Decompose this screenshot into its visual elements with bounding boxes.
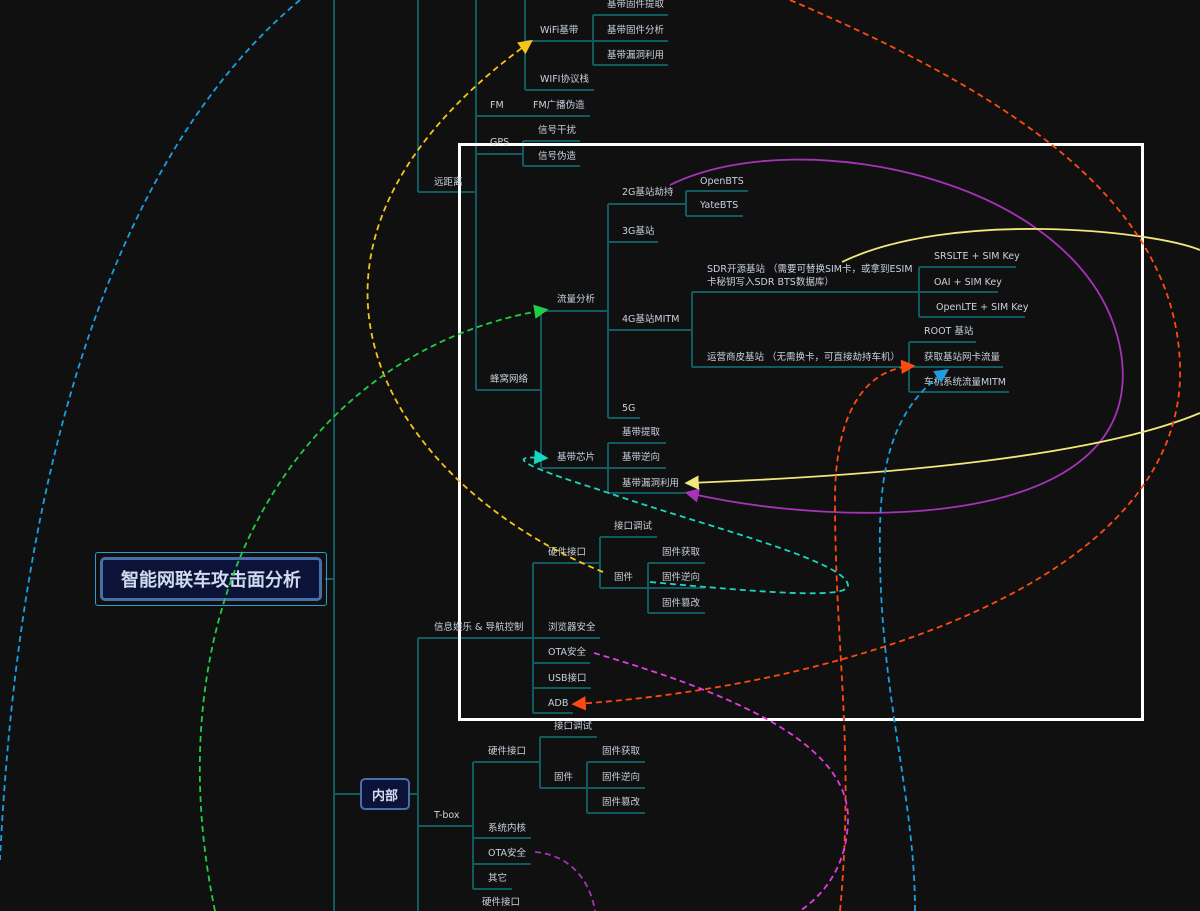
node-baseband-child[interactable]: 基带提取 [622,427,661,438]
node-tbox-firmware[interactable]: 固件 [554,772,574,783]
node-sdr-line1[interactable]: SDR开源基站 （需要可替换SIM卡，或拿到ESIM [707,264,913,275]
node-wifi-child[interactable]: 基带固件提取 [607,0,665,10]
node-ivi-hw[interactable]: 硬件接口 [548,547,587,558]
node-tbox-fw-child[interactable]: 固件逆向 [602,772,641,783]
node-baseband-child[interactable]: 基带漏洞利用 [622,478,680,489]
node-wifi-baseband[interactable]: WiFi基带 [540,25,579,36]
node-next-hw[interactable]: 硬件接口 [482,897,521,908]
node-operator-child[interactable]: 获取基站网卡流量 [924,352,1001,363]
node-sdr-child[interactable]: OpenLTE + SIM Key [936,302,1029,313]
node-ivi-debug[interactable]: 接口调试 [614,521,653,532]
node-tbox-other[interactable]: OTA安全 [488,848,527,859]
node-tbox-other[interactable]: 其它 [488,873,508,884]
node-sdr-line2[interactable]: 卡秘钥写入SDR BTS数据库） [707,277,834,288]
node-cellular[interactable]: 蜂窝网络 [490,374,529,385]
node-4g[interactable]: 4G基站MITM [622,314,680,325]
root-node[interactable]: 智能网联车攻击面分析 [95,552,327,606]
node-tbox-debug[interactable]: 接口调试 [554,721,593,732]
node-operator[interactable]: 运营商皮基站 （无需换卡，可直接劫持车机） [707,352,901,363]
node-operator-child[interactable]: ROOT 基站 [924,326,974,337]
node-sdr-child[interactable]: OAI + SIM Key [934,277,1002,288]
node-gps-child[interactable]: 信号干扰 [538,125,577,136]
root-node-label: 智能网联车攻击面分析 [100,557,322,601]
node-sdr-child[interactable]: SRSLTE + SIM Key [934,251,1020,262]
node-traffic-analysis[interactable]: 流量分析 [557,294,596,305]
node-2g-child[interactable]: OpenBTS [700,176,744,187]
node-ivi-other[interactable]: OTA安全 [548,647,587,658]
node-remote[interactable]: 远距离 [434,177,463,188]
highlight-frame [458,143,1144,721]
node-2g-child[interactable]: YateBTS [700,200,739,211]
node-baseband[interactable]: 基带芯片 [557,452,596,463]
node-tbox-fw-child[interactable]: 固件获取 [602,746,641,757]
node-tbox-other[interactable]: 系统内核 [488,823,527,834]
node-3g[interactable]: 3G基站 [622,226,655,237]
node-tbox-hw[interactable]: 硬件接口 [488,746,527,757]
node-ivi-other[interactable]: ADB [548,698,569,709]
node-tbox-fw-child[interactable]: 固件篡改 [602,797,641,808]
node-gps-child[interactable]: 信号伪造 [538,151,577,162]
node-ivi-other[interactable]: USB接口 [548,673,587,684]
node-wifi-child[interactable]: 基带固件分析 [607,25,665,36]
node-ivi-firmware[interactable]: 固件 [614,572,634,583]
node-gps[interactable]: GPS [490,137,510,148]
node-operator-child[interactable]: 车机系统流量MITM [924,377,1006,388]
node-ivi-fw-child[interactable]: 固件逆向 [662,572,701,583]
node-2g[interactable]: 2G基站劫持 [622,187,674,198]
node-wifi-child[interactable]: 基带漏洞利用 [607,50,665,61]
node-internal[interactable]: 内部 [360,778,410,810]
node-baseband-child[interactable]: 基带逆向 [622,452,661,463]
node-ivi-other[interactable]: 浏览器安全 [548,622,596,633]
node-ivi[interactable]: 信息娱乐 & 导航控制 [434,622,524,633]
node-fm[interactable]: FM [490,100,504,111]
node-ivi-fw-child[interactable]: 固件篡改 [662,598,701,609]
node-fm-child[interactable]: FM广播伪造 [533,100,585,111]
node-ivi-fw-child[interactable]: 固件获取 [662,547,701,558]
node-wifi-stack[interactable]: WIFI协议栈 [540,74,589,85]
node-tbox[interactable]: T-box [434,810,460,821]
node-5g[interactable]: 5G [622,403,636,414]
